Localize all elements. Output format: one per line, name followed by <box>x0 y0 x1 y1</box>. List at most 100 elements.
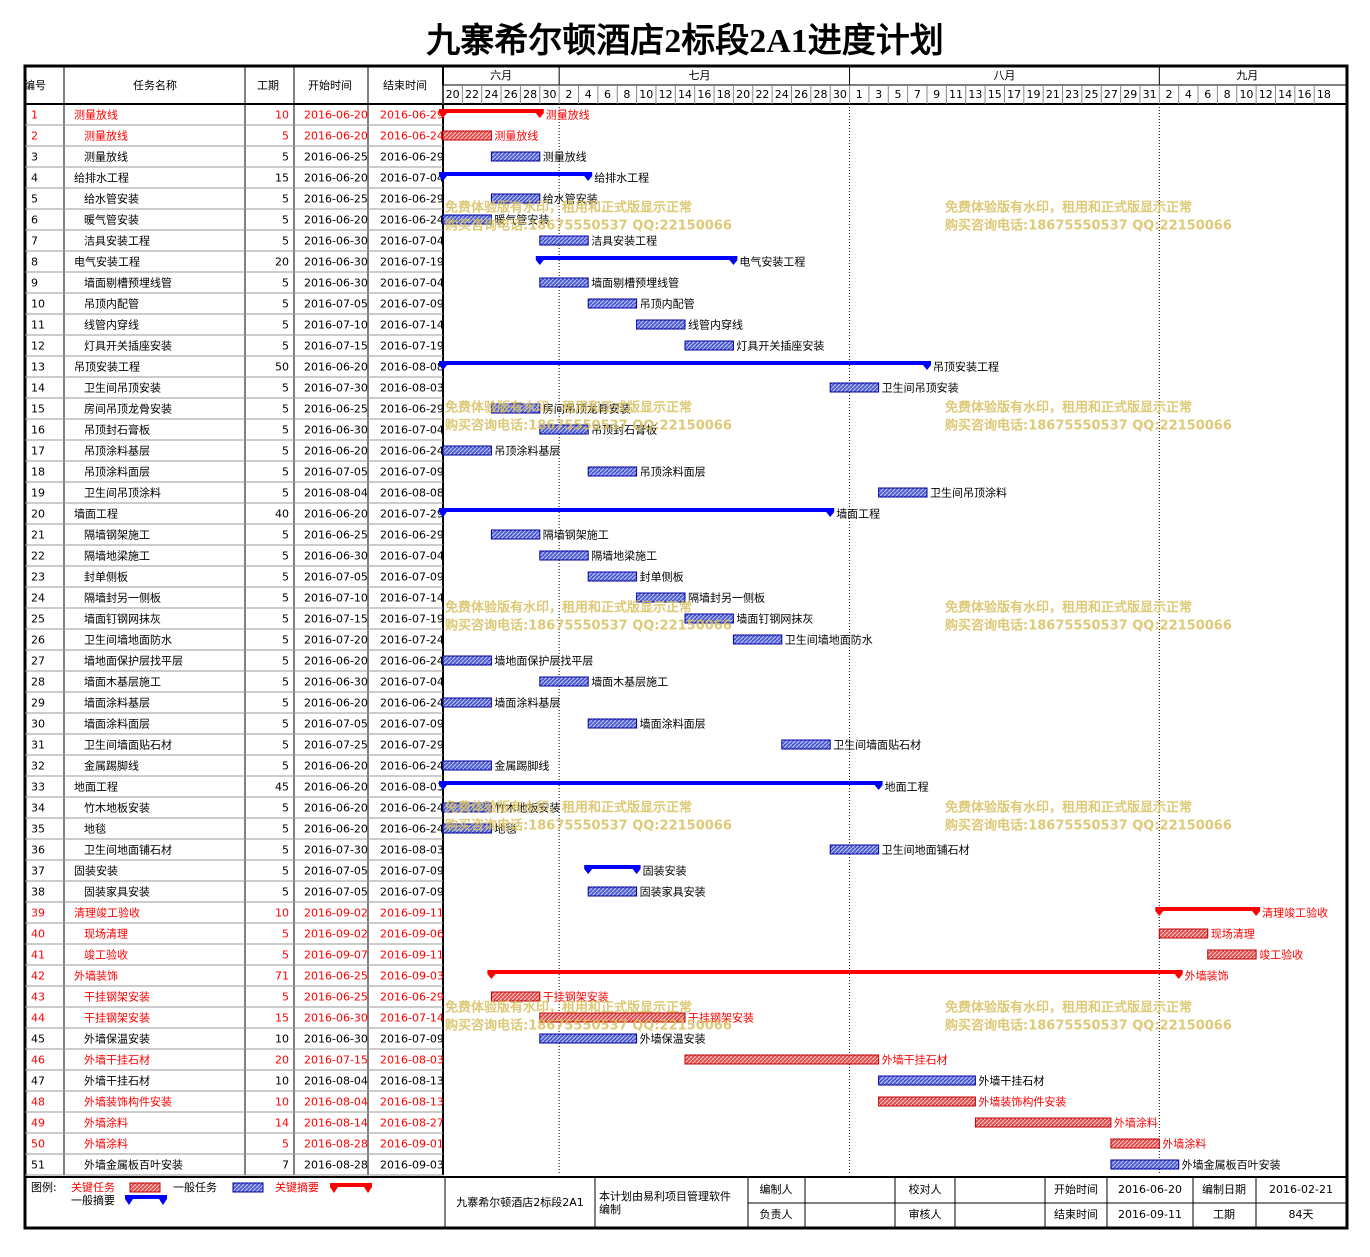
header-cell: 结束时间 <box>383 79 427 92</box>
bar-label: 卫生间吊顶涂料 <box>930 486 1007 500</box>
task-id: 16 <box>31 424 45 437</box>
bar-label: 测量放线 <box>543 150 587 164</box>
bar-label: 卫生间墙地面防水 <box>785 633 873 647</box>
task-name: 卫生间地面铺石材 <box>84 843 172 857</box>
task-name: 外墙涂料 <box>84 1137 128 1151</box>
task-name: 外墙装饰构件安装 <box>84 1095 172 1109</box>
task-end: 2016-09-06 <box>380 928 444 941</box>
bar-label: 外墙涂料 <box>1114 1116 1158 1130</box>
task-end: 2016-07-09 <box>380 466 444 479</box>
task-start: 2016-06-20 <box>304 445 368 458</box>
bar-label: 卫生间地面铺石材 <box>882 843 970 857</box>
task-name: 卫生间墙地面防水 <box>84 633 172 647</box>
task-duration: 5 <box>282 760 289 773</box>
task-end: 2016-07-04 <box>380 172 444 185</box>
task-duration: 5 <box>282 844 289 857</box>
day-label: 15 <box>988 88 1002 101</box>
task-start: 2016-07-05 <box>304 571 368 584</box>
task-start: 2016-06-20 <box>304 172 368 185</box>
bar-label: 墙面涂料基层 <box>494 696 560 710</box>
task-end: 2016-08-13 <box>380 1075 444 1088</box>
task-duration: 5 <box>282 277 289 290</box>
task-start: 2016-07-25 <box>304 739 368 752</box>
task-start: 2016-06-25 <box>304 991 368 1004</box>
task-id: 15 <box>31 403 45 416</box>
task-duration: 5 <box>282 403 289 416</box>
task-name: 墙面涂料面层 <box>84 717 150 731</box>
day-label: 27 <box>1104 88 1118 101</box>
day-label: 16 <box>1298 88 1312 101</box>
task-id: 23 <box>31 571 45 584</box>
task-start: 2016-09-02 <box>304 928 368 941</box>
day-label: 4 <box>585 88 592 101</box>
task-name: 洁具安装工程 <box>84 234 150 248</box>
legend-text: 关键摘要 <box>275 1180 319 1194</box>
task-id: 34 <box>31 802 45 815</box>
watermark: 免费体验版有水印，租用和正式版显示正常 <box>945 600 1192 616</box>
task-name: 竹木地板安装 <box>84 801 150 815</box>
task-duration: 5 <box>282 613 289 626</box>
month-label: 七月 <box>689 69 711 82</box>
bar-label: 固装安装 <box>643 864 687 878</box>
task-start: 2016-06-20 <box>304 508 368 521</box>
day-label: 10 <box>639 88 653 101</box>
day-label: 13 <box>968 88 982 101</box>
task-duration: 5 <box>282 655 289 668</box>
watermark: 购买咨询电话:18675550537 QQ:22150066 <box>445 1018 732 1034</box>
task-start: 2016-07-15 <box>304 1054 368 1067</box>
day-label: 24 <box>775 88 789 101</box>
task-id: 45 <box>31 1033 45 1046</box>
task-id: 44 <box>31 1012 45 1025</box>
bar-label: 洁具安装工程 <box>591 234 657 248</box>
task-id: 46 <box>31 1054 45 1067</box>
task-bar <box>732 634 783 645</box>
task-end: 2016-07-04 <box>380 676 444 689</box>
task-duration: 5 <box>282 130 289 143</box>
task-start: 2016-06-30 <box>304 424 368 437</box>
bar-label: 金属踢脚线 <box>494 759 549 773</box>
task-end: 2016-07-19 <box>380 613 444 626</box>
task-start: 2016-06-25 <box>304 970 368 983</box>
task-start: 2016-06-30 <box>304 256 368 269</box>
task-end: 2016-09-03 <box>380 970 444 983</box>
task-id: 4 <box>31 172 38 185</box>
summary-bar <box>439 781 883 790</box>
header-cell: 编号 <box>24 78 46 92</box>
task-bar <box>442 445 492 456</box>
task-bar <box>587 886 638 897</box>
watermark: 购买咨询电话:18675550537 QQ:22150066 <box>945 618 1232 634</box>
task-duration: 5 <box>282 235 289 248</box>
task-id: 43 <box>31 991 45 1004</box>
bar-label: 墙地面保护层找平层 <box>494 654 593 668</box>
footer-note: 本计划由易利项目管理软件 <box>599 1189 731 1203</box>
task-id: 17 <box>31 445 45 458</box>
task-start: 2016-07-05 <box>304 718 368 731</box>
task-bar <box>781 739 831 750</box>
task-end: 2016-06-24 <box>380 214 444 227</box>
day-label: 22 <box>755 88 769 101</box>
task-id: 39 <box>31 907 45 920</box>
task-start: 2016-07-30 <box>304 382 368 395</box>
footer-project: 九寨希尔顿酒店2标段2A1 <box>456 1195 584 1209</box>
task-bar <box>878 1075 976 1086</box>
task-start: 2016-07-05 <box>304 865 368 878</box>
task-name: 隔墙地梁施工 <box>84 549 150 563</box>
task-name: 墙面钉钢网抹灰 <box>84 612 161 626</box>
task-duration: 5 <box>282 802 289 815</box>
task-bar <box>442 697 492 708</box>
task-end: 2016-06-24 <box>380 697 444 710</box>
task-id: 49 <box>31 1117 45 1130</box>
task-bar <box>636 592 686 603</box>
bar-label: 给水管安装 <box>543 192 598 206</box>
day-label: 19 <box>1026 88 1040 101</box>
task-bar <box>490 151 541 162</box>
watermark: 购买咨询电话:18675550537 QQ:22150066 <box>945 1018 1232 1034</box>
day-label: 30 <box>833 88 847 101</box>
month-label: 八月 <box>993 69 1015 82</box>
bar-label: 吊顶涂料基层 <box>494 444 560 458</box>
task-name: 外墙保温安装 <box>84 1032 150 1046</box>
task-name: 外墙干挂石材 <box>84 1053 150 1067</box>
task-name: 吊顶内配管 <box>84 297 139 311</box>
footer-field: 84天 <box>1289 1208 1314 1221</box>
task-name: 给排水工程 <box>74 171 129 185</box>
